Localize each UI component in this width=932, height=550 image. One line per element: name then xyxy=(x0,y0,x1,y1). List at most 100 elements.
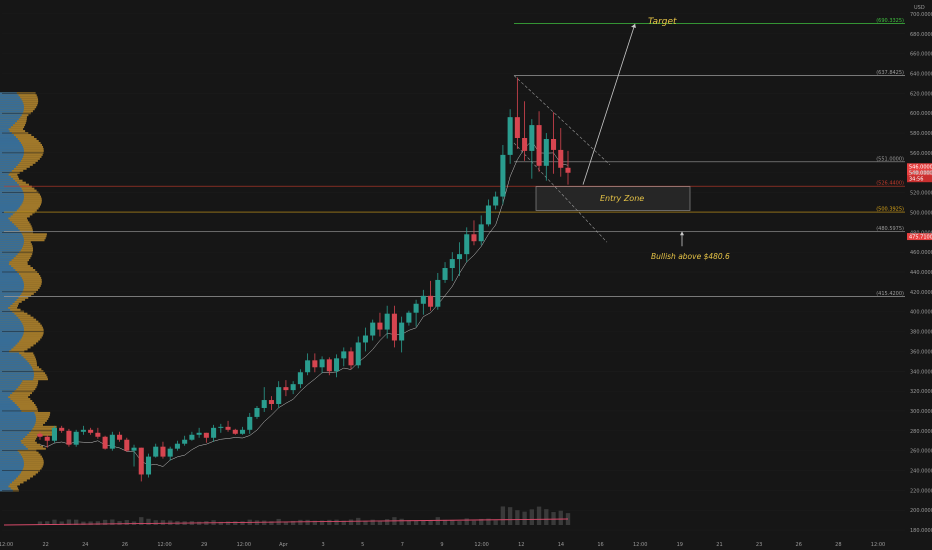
profile-bar-blue xyxy=(0,134,14,137)
candle-body xyxy=(138,447,144,475)
candle-body xyxy=(239,429,246,434)
candle-body xyxy=(232,429,238,434)
profile-bar-blue xyxy=(0,328,24,331)
profile-bar-blue xyxy=(0,253,18,256)
profile-bar-blue xyxy=(0,108,24,111)
candle-body xyxy=(558,149,564,168)
profile-bar-blue xyxy=(0,235,24,238)
profile-bar-blue xyxy=(0,372,34,375)
volume-bar xyxy=(117,521,122,525)
profile-bar-gold xyxy=(0,233,47,236)
profile-bar-blue xyxy=(0,217,9,220)
profile-bar-blue xyxy=(0,362,30,365)
profile-bar-blue xyxy=(0,320,22,323)
volume-bar xyxy=(225,521,231,525)
profile-bar-blue xyxy=(0,207,19,210)
volume-bar xyxy=(529,509,535,525)
y-tick-label: 460.0000 xyxy=(910,250,932,256)
profile-bar-blue xyxy=(0,447,28,450)
profile-bar-blue xyxy=(0,263,9,266)
candle-body xyxy=(189,434,195,440)
profile-bar-blue xyxy=(0,286,24,289)
profile-bar-blue xyxy=(0,487,11,490)
bullish-arrowhead xyxy=(680,231,684,236)
profile-bar-blue xyxy=(0,269,16,272)
volume-bar xyxy=(240,521,245,525)
profile-bar-blue xyxy=(0,398,11,401)
volume-bar xyxy=(536,506,542,525)
volume-bar xyxy=(515,510,520,525)
profile-bar-blue xyxy=(0,245,23,248)
profile-bar-blue xyxy=(0,141,21,144)
candles xyxy=(37,77,571,482)
candle-body xyxy=(478,224,484,242)
x-tick-label: 26 xyxy=(796,542,802,548)
profile-bar-gold xyxy=(0,306,18,309)
profile-bar-gold xyxy=(0,209,37,212)
volume-bar xyxy=(168,520,173,525)
level-labels: (690.3325) (637.8425) (551.0000) (526.4400)… xyxy=(876,18,932,297)
profile-bar-blue xyxy=(0,187,22,190)
profile-bar-gold xyxy=(0,344,34,347)
volume-bar xyxy=(95,521,101,525)
candle-body xyxy=(305,360,311,373)
profile-bar-blue xyxy=(0,247,22,250)
profile-bar-blue xyxy=(0,435,26,438)
profile-bar-gold xyxy=(0,235,47,238)
profile-bar-blue xyxy=(0,280,24,283)
profile-bar-blue xyxy=(0,98,22,101)
level-label: (637.8425) xyxy=(876,70,904,76)
candle-body xyxy=(464,234,470,255)
profile-bar-blue xyxy=(0,380,23,383)
volume-bar xyxy=(298,519,303,525)
volume-bar xyxy=(377,520,383,525)
profile-bar-gold xyxy=(0,394,30,397)
profile-bar-blue xyxy=(0,143,23,146)
candle-body xyxy=(102,436,108,449)
volume-bar xyxy=(305,519,310,525)
profile-bar-blue xyxy=(0,453,21,456)
profile-bar-gold xyxy=(0,128,24,131)
x-tick-label: 12:00 xyxy=(237,542,251,548)
profile-bar-blue xyxy=(0,298,17,301)
price-axis[interactable]: 180.0000 200.0000 220.0000 240.0000 260.0000… xyxy=(910,12,932,534)
profile-bar-blue xyxy=(0,272,19,275)
volume-bar xyxy=(385,519,390,525)
candle-body xyxy=(153,446,159,457)
profile-bar-blue xyxy=(0,229,20,232)
profile-bar-gold xyxy=(0,342,36,345)
trend-channel xyxy=(513,75,611,243)
profile-bar-blue xyxy=(0,296,19,299)
profile-bar-blue xyxy=(0,421,36,424)
candle-body xyxy=(471,234,477,242)
volume-bar xyxy=(363,520,368,525)
time-axis[interactable]: 12:00 22 24 26 12:00 29 12:00 Apr 3 5 7 9 12:00 12 14 1… xyxy=(0,542,885,548)
profile-bar-blue xyxy=(0,163,18,166)
profile-bar-gold xyxy=(0,267,33,270)
candle-body xyxy=(109,434,115,449)
y-tick-label: 440.0000 xyxy=(910,270,932,276)
price-badge-label: 540.0000 xyxy=(909,171,932,177)
profile-bar-gold xyxy=(0,259,30,262)
candle-body xyxy=(88,429,94,433)
volume-bar xyxy=(312,520,318,525)
profile-bar-blue xyxy=(0,221,13,224)
candle-body xyxy=(551,139,557,150)
profile-bar-blue xyxy=(0,181,18,184)
profile-bar-blue xyxy=(0,423,35,426)
profile-bar-blue xyxy=(0,358,26,361)
profile-bar-gold xyxy=(0,219,28,222)
candle-body xyxy=(44,436,50,441)
candle-body xyxy=(268,400,274,405)
profile-bar-blue xyxy=(0,233,23,236)
profile-bar-gold xyxy=(0,215,30,218)
profile-bar-blue xyxy=(0,167,14,170)
profile-bar-gold xyxy=(0,221,30,224)
volume-ma-line xyxy=(3,518,569,526)
volume-bar xyxy=(428,520,433,525)
candle-body xyxy=(326,359,332,372)
profile-bar-gold xyxy=(0,400,33,403)
profile-bar-blue xyxy=(0,411,35,414)
profile-bar-blue xyxy=(0,118,19,121)
